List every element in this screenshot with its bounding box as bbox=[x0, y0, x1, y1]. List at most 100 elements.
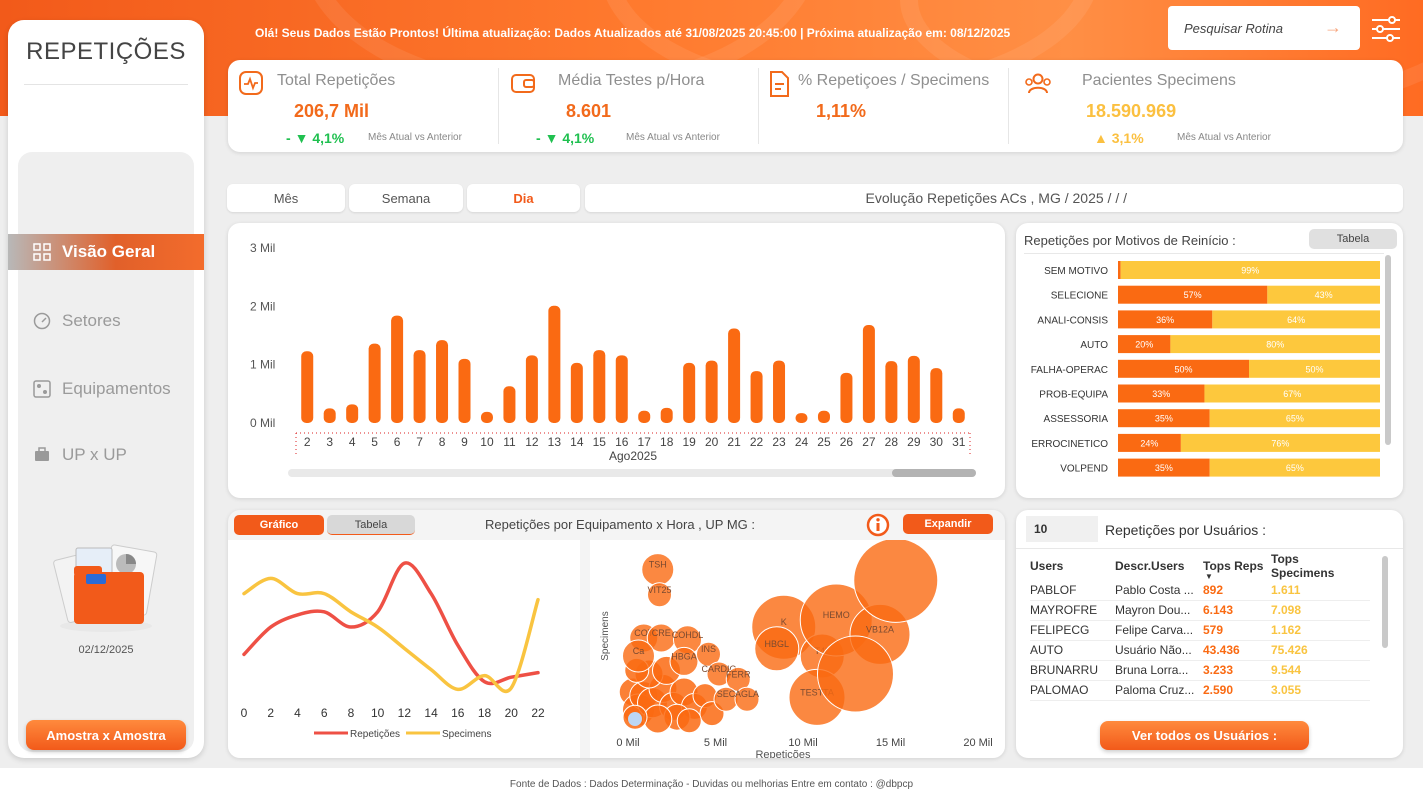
x-tick-label: 10 bbox=[480, 435, 494, 449]
column-header[interactable]: Descr.Users bbox=[1115, 559, 1185, 573]
table-row[interactable]: MAYROFRE Mayron Dou... 6.143 7.098 bbox=[1030, 600, 1370, 621]
bar-segment bbox=[1118, 261, 1121, 279]
user-id-cell: PABLOF bbox=[1030, 580, 1115, 601]
table-row[interactable]: FELIPECG Felipe Carva... 579 1.162 bbox=[1030, 620, 1370, 641]
nav-item-up-x-up[interactable]: UP x UP bbox=[8, 437, 204, 473]
bar bbox=[391, 315, 404, 423]
category-label: VOLPEND bbox=[1060, 464, 1108, 475]
table-row[interactable]: AUTO Usuário Não... 43.436 75.426 bbox=[1030, 640, 1370, 661]
app-title: REPETIÇÕES bbox=[26, 38, 186, 65]
bar bbox=[570, 362, 583, 423]
horizontal-scrollbar[interactable] bbox=[288, 469, 976, 477]
bar-segment bbox=[1212, 310, 1380, 329]
y-tick-label: 0 Mil bbox=[250, 416, 275, 430]
x-tick-label: 22 bbox=[750, 435, 764, 449]
scrollbar[interactable] bbox=[1385, 255, 1391, 445]
x-tick-label: 9 bbox=[461, 435, 468, 449]
x-axis-title: Ago2025 bbox=[609, 449, 657, 463]
bar bbox=[862, 325, 875, 423]
nav-item-equipamentos[interactable]: Equipamentos bbox=[8, 371, 204, 407]
divider bbox=[498, 68, 499, 144]
users-table: Users Descr.Users Tops Reps ▼ Tops Specim… bbox=[1030, 552, 1370, 701]
bubble bbox=[817, 635, 894, 713]
arrow-right-icon[interactable]: → bbox=[1324, 17, 1342, 37]
column-header-label: Tops Reps bbox=[1203, 559, 1264, 573]
gauge-icon bbox=[32, 311, 52, 331]
x-tick-label: 15 Mil bbox=[876, 737, 905, 749]
table-row[interactable]: PALOMAO Paloma Cruz... 2.590 3.055 bbox=[1030, 680, 1370, 701]
bubble-label: HBGL bbox=[764, 639, 789, 649]
info-icon[interactable] bbox=[866, 513, 890, 537]
column-header[interactable]: Tops Reps ▼ bbox=[1203, 552, 1271, 581]
bar bbox=[323, 408, 336, 423]
table-row[interactable]: BRUNARRU Bruna Lorra... 3.233 9.544 bbox=[1030, 660, 1370, 681]
bubble-label: CARDIO bbox=[701, 664, 736, 674]
tab-dia[interactable]: Dia bbox=[467, 184, 580, 212]
tab-grafico[interactable]: Gráfico bbox=[234, 515, 324, 535]
wallet-icon bbox=[511, 74, 535, 93]
category-label: ERROCINETICO bbox=[1031, 439, 1108, 450]
bar-segment bbox=[1118, 433, 1181, 452]
arrow-up-icon: ▲ bbox=[1094, 130, 1112, 146]
search-routine-input[interactable]: Pesquisar Rotina → bbox=[1168, 6, 1360, 50]
tabela-toggle[interactable]: Tabela bbox=[1309, 229, 1397, 249]
tab-semana[interactable]: Semana bbox=[349, 184, 463, 212]
x-axis-title: Repetições bbox=[755, 749, 811, 758]
expandir-button[interactable]: Expandir bbox=[903, 514, 993, 534]
bar-segment bbox=[1118, 310, 1213, 329]
bar-segment bbox=[1170, 335, 1380, 354]
bubble-label: COT bbox=[634, 628, 654, 638]
scrollbar-thumb[interactable] bbox=[892, 469, 976, 477]
tops-reps-cell: 6.143 bbox=[1203, 600, 1271, 621]
nav-item-visao-geral[interactable]: Visão Geral bbox=[8, 234, 204, 270]
bubble bbox=[628, 712, 642, 726]
table-row[interactable]: PABLOF Pablo Costa ... 892 1.611 bbox=[1030, 580, 1370, 601]
category-label: AUTO bbox=[1080, 340, 1108, 351]
scrollbar[interactable] bbox=[1382, 556, 1388, 648]
category-label: FALHA-OPERAC bbox=[1031, 365, 1108, 376]
legend-label: Specimens bbox=[442, 729, 491, 740]
amostra-x-amostra-button[interactable]: Amostra x Amostra bbox=[26, 720, 186, 750]
column-header[interactable]: Tops Specimens bbox=[1271, 552, 1335, 580]
tops-specimens-cell: 1.162 bbox=[1271, 620, 1370, 641]
x-tick-label: 3 bbox=[326, 435, 333, 449]
bar bbox=[503, 386, 516, 423]
nav-item-setores[interactable]: Setores bbox=[8, 303, 204, 339]
tab-mes[interactable]: Mês bbox=[227, 184, 345, 212]
tab-tabela[interactable]: Tabela bbox=[327, 515, 415, 535]
equipment-card: Gráfico Tabela Repetições por Equipament… bbox=[228, 510, 1005, 761]
grid-icon bbox=[32, 242, 52, 262]
data-label: 65% bbox=[1286, 463, 1304, 473]
data-label: 36% bbox=[1156, 315, 1174, 325]
users-title: Repetições por Usuários : bbox=[1105, 522, 1267, 538]
kpi-comparison: Mês Atual vs Anterior bbox=[1177, 132, 1271, 143]
column-header[interactable]: Users bbox=[1030, 559, 1064, 573]
divider bbox=[1008, 68, 1009, 144]
equipment-title: Repetições por Equipamento x Hora , UP M… bbox=[485, 517, 755, 532]
top-n-input[interactable]: 10 bbox=[1026, 516, 1098, 542]
bubble-label: HBGA bbox=[671, 651, 697, 661]
bar-segment bbox=[1120, 261, 1380, 279]
delta-prefix: - bbox=[536, 130, 545, 146]
delta-prefix: - bbox=[286, 130, 295, 146]
tops-specimens-cell: 7.098 bbox=[1271, 600, 1370, 621]
bar bbox=[436, 340, 449, 423]
tops-reps-cell: 579 bbox=[1203, 620, 1271, 641]
arrow-down-icon: ▼ bbox=[294, 130, 313, 146]
nav-label: UP x UP bbox=[62, 445, 127, 464]
filter-sliders-icon[interactable] bbox=[1370, 14, 1402, 44]
divider bbox=[758, 68, 759, 144]
hourly-line-chart: 0 2 4 6 8 10 12 14 16 18 20 22 Repetições Specimens bbox=[241, 561, 545, 740]
kpi-delta: - ▼ 4,1% bbox=[286, 130, 344, 146]
view-all-users-button[interactable]: Ver todos os Usuários : bbox=[1100, 721, 1309, 750]
x-tick-label: 24 bbox=[795, 435, 809, 449]
bubble bbox=[647, 582, 672, 608]
bubble bbox=[853, 537, 939, 623]
data-label: 35% bbox=[1155, 463, 1173, 473]
series-line bbox=[242, 576, 540, 693]
x-tick-label: 10 Mil bbox=[788, 737, 817, 749]
x-tick-label: 18 bbox=[660, 435, 674, 449]
sidebar: REPETIÇÕES Visão Geral Setores Equipamen… bbox=[8, 20, 204, 758]
bar bbox=[660, 407, 673, 423]
